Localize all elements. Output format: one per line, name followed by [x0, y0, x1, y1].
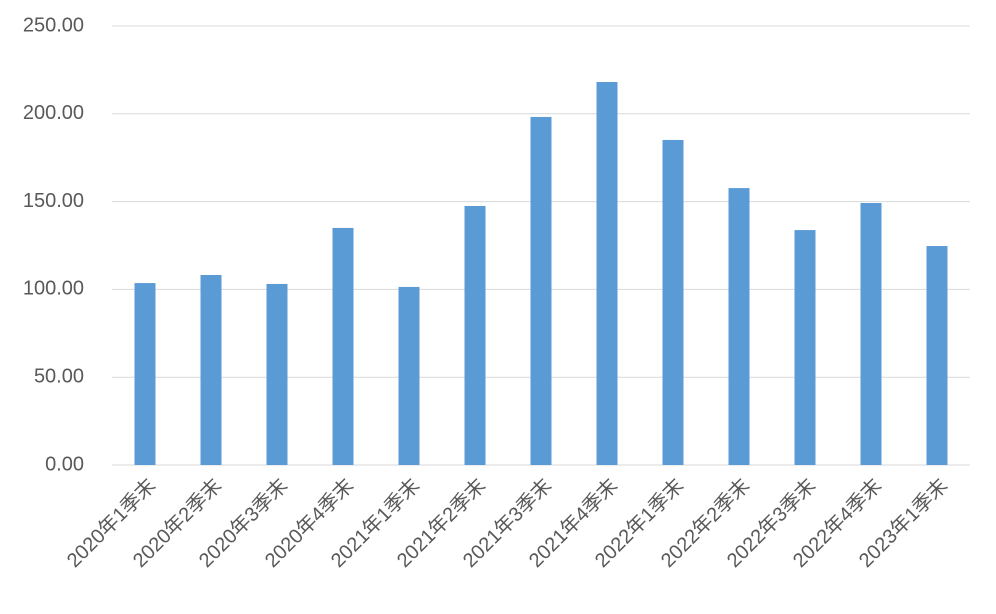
bar: [728, 188, 750, 465]
y-tick-label: 100.00: [23, 278, 84, 300]
bar: [530, 116, 552, 465]
bar: [200, 275, 222, 465]
y-tick-label: 250.00: [23, 14, 84, 36]
bar: [794, 230, 816, 465]
y-tick-label: 50.00: [34, 365, 84, 387]
y-tick-label: 150.00: [23, 190, 84, 212]
bar: [926, 246, 948, 465]
bar: [398, 286, 420, 465]
bar: [860, 203, 882, 465]
bar: [134, 283, 156, 465]
bar: [266, 283, 288, 465]
bar: [332, 227, 354, 465]
bar: [662, 139, 684, 465]
y-tick-label: 200.00: [23, 102, 84, 124]
bar: [464, 205, 486, 466]
bar: [596, 82, 618, 465]
y-tick-label: 0.00: [45, 453, 84, 475]
